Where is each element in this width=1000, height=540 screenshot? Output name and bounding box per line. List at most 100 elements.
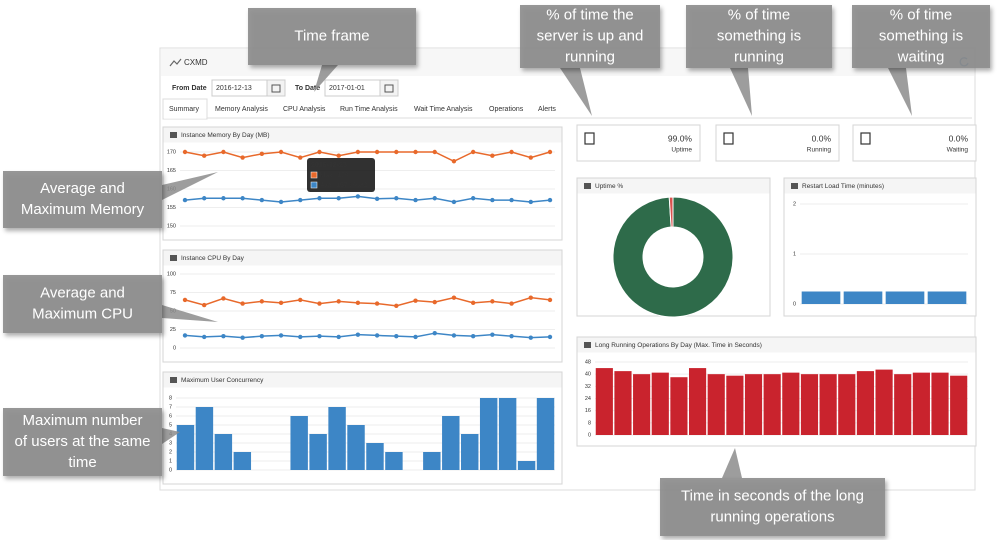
stat-value: 99.0% [668, 133, 693, 143]
tooltip-swatch [310, 181, 318, 189]
tab[interactable]: CPU Analysis [283, 106, 326, 113]
chart-header [577, 178, 770, 194]
tab[interactable]: Operations [489, 106, 524, 113]
bar [479, 398, 498, 470]
series-point [182, 333, 188, 338]
to-calendar-button[interactable] [379, 79, 399, 97]
from-calendar-button[interactable] [266, 79, 286, 97]
content: Summary Memory Analysis CPU Analysis Run Ti… [162, 106, 977, 485]
series-point [221, 149, 226, 155]
callout-text: running [565, 48, 615, 65]
bar [233, 452, 252, 470]
stat-icon [860, 132, 871, 145]
bar [856, 371, 875, 435]
from-value: 2016-12-13 [216, 85, 252, 92]
series-point [528, 199, 533, 205]
series-point [317, 333, 322, 339]
series-point [202, 153, 207, 158]
active-tab[interactable] [162, 98, 208, 120]
callout-text: running operations [710, 508, 834, 525]
bar [614, 371, 632, 435]
stat-icon [723, 132, 734, 145]
series-point [528, 295, 533, 300]
chart-icon [791, 183, 798, 189]
bar [176, 425, 195, 470]
series-point [413, 149, 418, 155]
bar [819, 374, 837, 435]
chart-title: Long Running Operations By Day (Max. Tim… [595, 342, 762, 349]
series-point [278, 199, 284, 205]
series-point [240, 196, 245, 201]
y-tick-label: 0 [173, 345, 176, 351]
tab[interactable]: Summary [169, 106, 199, 113]
series-point [509, 301, 514, 306]
tooltip [307, 158, 375, 192]
chart-header [163, 127, 562, 143]
callout-text: % of time [728, 6, 791, 23]
stat-icon [584, 132, 595, 145]
tab[interactable]: Wait Time Analysis [414, 106, 473, 113]
stat-label: Waiting [947, 147, 969, 154]
series-point [547, 197, 553, 203]
callout-text: Maximum CPU [32, 305, 133, 322]
callout-pointer [730, 68, 752, 116]
series-point [394, 196, 399, 201]
callout-text: time [68, 454, 96, 471]
callout-pointer [162, 305, 218, 322]
callout-pointer [560, 68, 592, 116]
tab[interactable]: Run Time Analysis [340, 106, 398, 113]
pie-slice [612, 196, 734, 318]
series-point [374, 149, 380, 155]
bar [442, 416, 460, 470]
series-line [184, 151, 551, 163]
series-point [182, 149, 188, 155]
callout-text: Time in seconds of the long [681, 487, 864, 504]
series-point [355, 300, 361, 306]
series-point [451, 333, 457, 338]
series-point [278, 149, 284, 155]
bar [707, 374, 725, 435]
callout [852, 5, 990, 68]
y-tick-label: 2 [169, 449, 172, 455]
tooltip-swatch [310, 171, 318, 179]
series-point [221, 196, 226, 201]
bar [347, 425, 365, 470]
callout-text: something is [879, 27, 963, 44]
series-point [509, 197, 514, 203]
y-tick-label: 8 [169, 395, 172, 401]
y-tick-label: 7 [169, 404, 172, 410]
series-point [182, 297, 188, 303]
series-point [259, 197, 265, 203]
callout-text: of users at the same [15, 433, 151, 450]
y-tick-label: 0 [588, 432, 591, 438]
chart-header [163, 250, 562, 266]
callout [686, 5, 832, 68]
callout [3, 408, 162, 476]
tab[interactable]: Memory Analysis [215, 106, 268, 113]
bar [726, 375, 744, 435]
bar [366, 443, 384, 470]
bar [894, 374, 912, 435]
y-tick-label: 150 [167, 223, 176, 229]
callout-text: Maximum Memory [21, 201, 145, 218]
bar [744, 374, 763, 435]
bar [688, 368, 707, 435]
y-tick-label: 75 [170, 290, 176, 296]
callout [248, 8, 416, 65]
tab[interactable]: Alerts [538, 106, 556, 113]
calendar-icon [271, 84, 281, 93]
series-point [278, 300, 284, 306]
bar [801, 291, 841, 304]
series-point [221, 296, 226, 301]
stat-card [715, 124, 840, 162]
callouts: Time frame % of time the server is up and r… [3, 5, 990, 536]
bar [290, 416, 308, 470]
series-point [432, 196, 437, 201]
y-tick-label: 155 [167, 205, 176, 211]
bar [912, 372, 930, 435]
bar [517, 461, 536, 470]
chart-icon [170, 132, 177, 138]
callout-text: Maximum number [22, 412, 142, 429]
bar [461, 434, 479, 470]
series-point [432, 299, 437, 305]
